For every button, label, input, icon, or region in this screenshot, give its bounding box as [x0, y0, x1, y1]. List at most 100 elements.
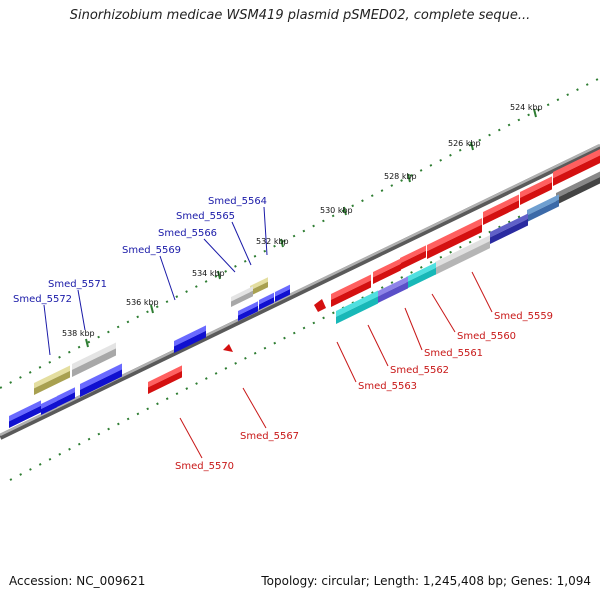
gene-block-red [331, 274, 371, 307]
gene-block-cyan-front [406, 267, 436, 289]
gene-block-red-top [427, 218, 482, 252]
leader-line [242, 387, 267, 429]
gene-block-blue [80, 363, 122, 397]
gene-label-smed-5562[interactable]: Smed_5562 [390, 365, 449, 376]
major-tick [343, 206, 347, 216]
gene-block-olive-front [250, 281, 268, 296]
gene-block-violet-front [490, 218, 528, 244]
major-tick [470, 141, 474, 151]
major-tick [150, 304, 154, 314]
gene-block-olive-front [34, 370, 70, 395]
gene-block-red-front [331, 280, 371, 307]
gene-label-smed-5570[interactable]: Smed_5570 [175, 461, 234, 472]
gene-block-gray-top [556, 171, 600, 199]
topology-text: Topology: circular; Length: 1,245,408 bp… [261, 574, 591, 588]
gene-block-red [553, 148, 600, 186]
gene-block-red-front [427, 224, 482, 259]
gene-label-smed-5563[interactable]: Smed_5563 [358, 381, 417, 392]
gene-block-olive [250, 277, 268, 296]
gene-label-smed-5567[interactable]: Smed_5567 [240, 431, 299, 442]
gene-block-olive [34, 365, 70, 395]
gene-block-red-front [148, 370, 182, 394]
backbone-shadow [0, 144, 600, 440]
gene-block-lavender-front [378, 281, 408, 303]
gene-label-smed-5564[interactable]: Smed_5564 [208, 196, 267, 207]
gene-block-red-front [553, 154, 600, 186]
gene-block-blue-top [80, 363, 122, 390]
gene-block-red [427, 218, 482, 259]
major-tick [217, 270, 221, 280]
gene-block-blue-front [57, 392, 75, 407]
leader-line [43, 304, 51, 356]
tick-label-538: 538 kbp [62, 329, 95, 338]
gene-block-red-top [553, 148, 600, 179]
tick-label-532: 532 kbp [256, 237, 289, 246]
gene-block-blue-top [9, 400, 41, 422]
gene-block-steel-front [527, 199, 559, 222]
gene-block-red [483, 194, 519, 225]
gene-block-gray-front [556, 176, 600, 205]
gene-block-lightgray [231, 286, 253, 307]
map-title: Sinorhizobium medicae WSM419 plasmid pSM… [69, 8, 531, 23]
tick-label-528: 528 kbp [384, 172, 417, 181]
gene-block-blue [275, 284, 290, 302]
gene-block-lightgray-front [231, 290, 253, 307]
tick-label-534: 534 kbp [192, 269, 225, 278]
leader-line [77, 289, 86, 331]
gene-block-blue-front [238, 305, 258, 321]
gene-label-smed-5559[interactable]: Smed_5559 [494, 311, 553, 322]
gene-block-red-top [148, 365, 182, 388]
leader-line [404, 307, 423, 351]
gene-block-red-front [400, 250, 426, 270]
tick-label-530: 530 kbp [320, 206, 353, 215]
gene-block-blue-top [275, 284, 290, 297]
gene-label-smed-5561[interactable]: Smed_5561 [424, 348, 483, 359]
tick-label-524: 524 kbp [510, 103, 543, 112]
gene-block-olive-top [250, 277, 268, 291]
gene-block-lightgray [435, 235, 490, 275]
gene-block-blue-top [238, 301, 258, 316]
leader-line [336, 341, 357, 383]
gene-block-blue [259, 292, 274, 310]
leader-line [179, 417, 203, 459]
gene-block-blue-top [57, 387, 75, 401]
gene-block-red-top [400, 245, 426, 264]
gene-block-blue-front [41, 401, 57, 415]
gene-label-smed-5565[interactable]: Smed_5565 [176, 211, 235, 222]
major-tick [533, 108, 537, 118]
gene-block-blue-front [275, 289, 290, 302]
gene-block-cyan-top [336, 290, 378, 317]
gene-label-smed-5566[interactable]: Smed_5566 [158, 228, 217, 239]
gene-label-smed-5571[interactable]: Smed_5571 [48, 279, 107, 290]
gene-block-red-top [520, 176, 552, 198]
gene-block-lightgray-front [435, 241, 490, 275]
outer-ruler [0, 77, 600, 389]
tick-label-526: 526 kbp [448, 139, 481, 148]
leader-line [263, 206, 268, 256]
gene-block-lightgray-top [72, 342, 116, 370]
gene-label-smed-5572[interactable]: Smed_5572 [13, 294, 72, 305]
gene-block-red [373, 258, 401, 284]
gene-block-cyan [336, 290, 378, 324]
major-tick [85, 338, 89, 348]
major-tick [280, 238, 284, 248]
gene-block-blue [238, 301, 258, 321]
inner-ruler [9, 174, 600, 481]
gene-block-steel [527, 194, 559, 222]
gene-wedge-red [223, 344, 233, 352]
gene-block-cyan-front [336, 296, 378, 324]
gene-block-cyan-top [406, 262, 436, 283]
gene-block-blue [174, 325, 206, 353]
label-leaders [43, 206, 493, 459]
gene-label-smed-5560[interactable]: Smed_5560 [457, 331, 516, 342]
leader-line [471, 271, 493, 313]
gene-block-blue-front [259, 297, 274, 310]
gene-block-red-front [483, 200, 519, 225]
accession-text: Accession: NC_009621 [9, 574, 146, 588]
gene-label-smed-5569[interactable]: Smed_5569 [122, 245, 181, 256]
leader-line [159, 255, 176, 301]
gene-block-red-top [483, 194, 519, 218]
gene-block-blue-top [41, 396, 57, 409]
gene-features [9, 148, 600, 428]
